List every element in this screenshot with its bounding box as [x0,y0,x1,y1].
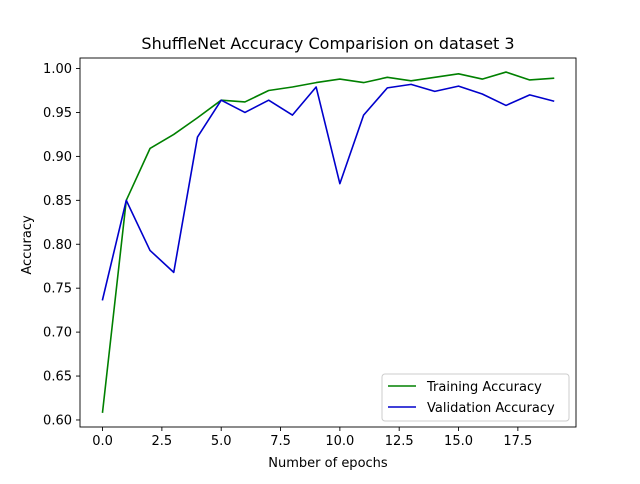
y-tick-label: 0.75 [43,282,72,297]
y-tick-label: 0.85 [43,194,72,209]
x-tick-label: 15.0 [444,434,473,449]
y-tick-label: 0.70 [43,326,72,341]
legend-label-validation-accuracy: Validation Accuracy [427,401,555,416]
plot-area: 0.0 2.5 5.0 7.5 10.0 12.5 15.0 17.5 0.60 0.65 0.70… [43,57,577,449]
x-tick-label: 2.5 [152,434,173,449]
chart-title: ShuffleNet Accuracy Comparision on datas… [141,34,514,53]
y-tick-label: 0.65 [43,370,72,385]
x-tick-label: 17.5 [503,434,532,449]
y-axis-label: Accuracy [20,215,35,275]
x-tick-label: 7.5 [270,434,291,449]
y-tick-label: 0.80 [43,238,72,253]
y-tick-label: 0.60 [43,413,72,428]
y-tick-label: 0.90 [43,150,72,165]
x-tick-label: 5.0 [211,434,232,449]
x-tick-label: 10.0 [325,434,354,449]
legend-label-training-accuracy: Training Accuracy [426,380,542,395]
y-tick-label: 1.00 [43,62,72,77]
axes-frame [79,57,577,428]
legend-box [381,373,570,422]
x-axis-label: Number of epochs [268,456,388,471]
series-line-validation-accuracy [101,83,555,301]
x-tick-label: 12.5 [385,434,414,449]
series-line-training-accuracy [101,71,555,413]
legend: Training Accuracy Validation Accuracy [381,373,570,422]
x-tick-label: 0.0 [92,434,113,449]
y-tick-label: 0.95 [43,106,72,121]
